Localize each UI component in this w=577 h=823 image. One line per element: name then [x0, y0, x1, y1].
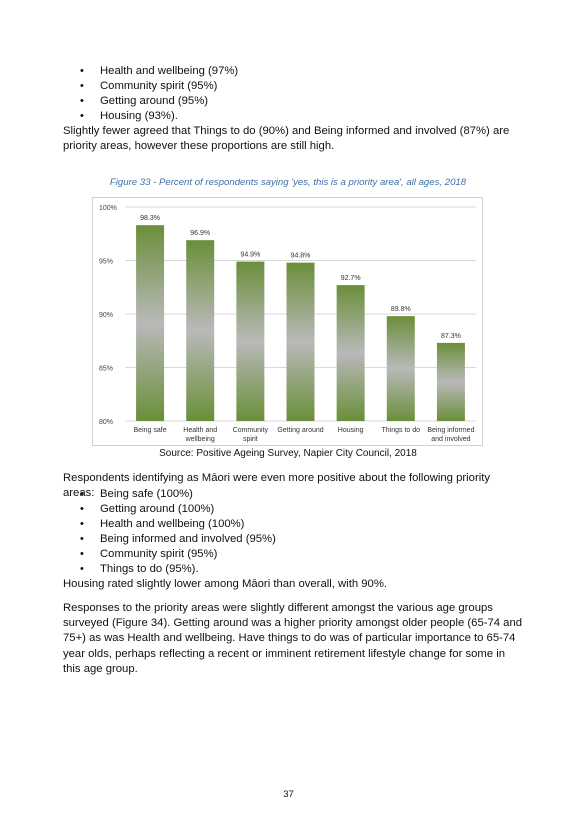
- list-item: Things to do (95%).: [80, 562, 276, 577]
- data-label: 87.3%: [441, 333, 461, 340]
- y-tick-label: 80%: [99, 419, 113, 426]
- bar: [386, 316, 415, 421]
- bar-chart-svg: 80% 85% 90% 95% 100% 98.3% Being safe 96.9% Heal…: [99, 205, 476, 443]
- list-item: Health and wellbeing (97%): [80, 64, 238, 79]
- page-number: 37: [283, 789, 294, 800]
- data-label: 98.3%: [140, 215, 160, 222]
- bar: [336, 285, 365, 421]
- x-tick-label: Being safe: [134, 427, 167, 434]
- list-item: Health and wellbeing (100%): [80, 517, 276, 532]
- y-tick-label: 85%: [99, 366, 113, 373]
- y-tick-label: 90%: [99, 312, 113, 319]
- data-label: 96.9%: [190, 230, 210, 237]
- data-label: 89.8%: [391, 306, 411, 313]
- bar: [136, 225, 165, 421]
- list-item: Community spirit (95%): [80, 79, 238, 94]
- x-tick-label: and involved: [431, 436, 470, 443]
- paragraph-things-to-do: Slightly fewer agreed that Things to do …: [63, 125, 510, 153]
- x-tick-label: Being informed: [427, 427, 474, 434]
- x-tick-label: Things to do: [382, 427, 421, 434]
- list-item: Community spirit (95%): [80, 547, 276, 562]
- bar-chart: 80% 85% 90% 95% 100% 98.3% Being safe 96.9% Heal…: [92, 197, 483, 446]
- x-tick-label: Housing: [338, 427, 364, 434]
- x-tick-label: spirit: [243, 436, 258, 443]
- x-tick-label: Health and: [183, 427, 217, 434]
- list-item: Getting around (95%): [80, 94, 238, 109]
- data-label: 94.9%: [240, 252, 260, 259]
- y-tick-label: 100%: [99, 205, 117, 212]
- maori-bullet-list: Being safe (100%) Getting around (100%) …: [80, 487, 276, 577]
- figure-source: Source: Positive Ageing Survey, Napier C…: [159, 448, 417, 459]
- figure-caption: Figure 33 - Percent of respondents sayin…: [109, 177, 467, 188]
- bar: [236, 261, 265, 421]
- list-item: Housing (93%).: [80, 109, 238, 124]
- top-bullet-list: Health and wellbeing (97%) Community spi…: [80, 64, 238, 124]
- x-tick-label: Getting around: [277, 427, 323, 434]
- list-item: Being safe (100%): [80, 487, 276, 502]
- bar: [436, 342, 465, 421]
- data-label: 94.8%: [291, 253, 311, 260]
- data-label: 92.7%: [341, 275, 361, 282]
- y-tick-label: 95%: [99, 259, 113, 266]
- x-tick-label: wellbeing: [185, 436, 215, 443]
- list-item: Being informed and involved (95%): [80, 532, 276, 547]
- paragraph-age-groups: Responses to the priority areas were sli…: [63, 602, 523, 675]
- paragraph-housing-maori: Housing rated slightly lower among Māori…: [63, 578, 388, 590]
- x-tick-label: Community: [233, 427, 269, 434]
- bar: [186, 240, 215, 421]
- bar: [286, 262, 315, 421]
- list-item: Getting around (100%): [80, 502, 276, 517]
